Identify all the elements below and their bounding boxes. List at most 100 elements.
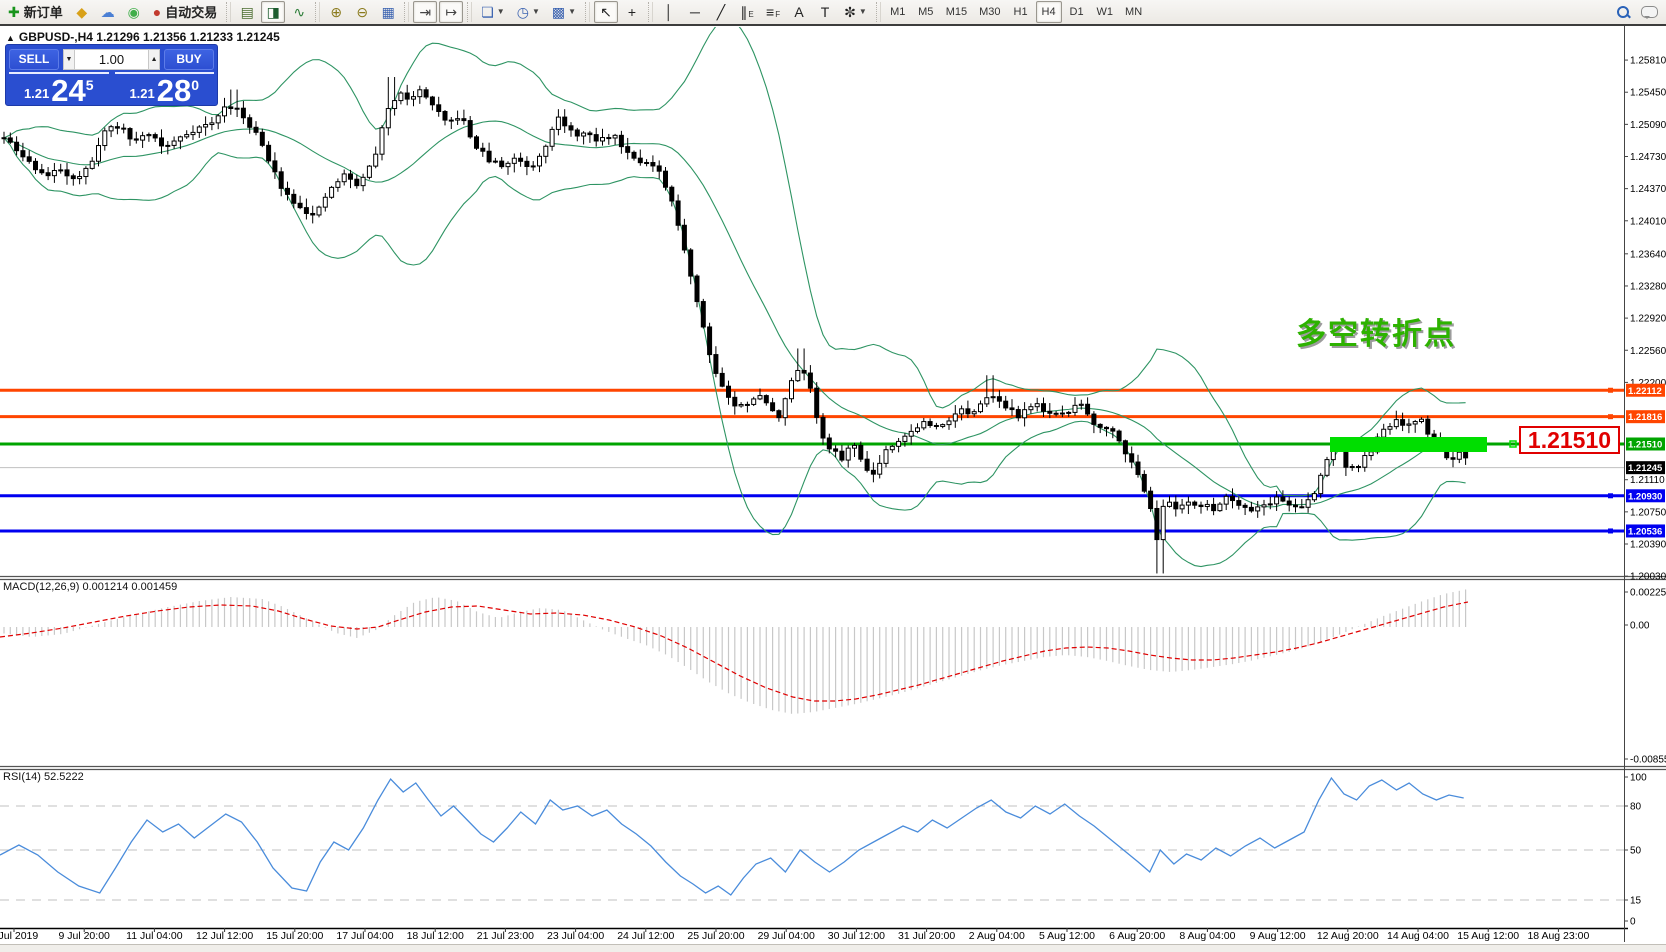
hline-handle[interactable] xyxy=(1608,528,1613,534)
timeframe-mn-button[interactable]: MN xyxy=(1125,5,1143,18)
price-tick-label: 1.22920 xyxy=(1630,314,1666,325)
candlestick-button[interactable]: ◨ xyxy=(261,1,286,23)
toolbar-separator xyxy=(875,2,881,22)
price-tick-label: 1.23640 xyxy=(1630,249,1666,260)
chevron-down-icon[interactable]: ▼ xyxy=(858,7,867,16)
hline-handle[interactable] xyxy=(1608,387,1613,393)
date-tick-label: 12 Aug 20:00 xyxy=(1317,930,1379,942)
candle-series xyxy=(1,27,1469,574)
new-chart-button[interactable]: ❏ ▼ xyxy=(476,1,509,23)
arrows-button[interactable]: ✼ ▼ xyxy=(839,1,872,23)
label-button[interactable]: T xyxy=(813,1,837,23)
community-icon-button[interactable]: ☁ xyxy=(96,1,120,23)
timeframe-m1-button[interactable]: M1 xyxy=(890,5,906,18)
timeframe-w1-button[interactable]: W1 xyxy=(1096,5,1114,18)
price-callout-label[interactable]: 1.21510 xyxy=(1519,426,1620,454)
timeframe-h1-button[interactable]: H1 xyxy=(1013,5,1028,18)
line-chart-button[interactable]: ∿ xyxy=(287,1,311,23)
autotrading-button[interactable]: ● 自动交易 xyxy=(148,1,222,23)
trendline-button[interactable]: ╱ xyxy=(709,1,733,23)
chart-ohlc-text: GBPUSD-,H4 1.21296 1.21356 1.21233 1.212… xyxy=(18,30,280,44)
highlight-rectangle[interactable] xyxy=(1330,437,1487,452)
date-tick-label: 17 Jul 04:00 xyxy=(336,930,393,942)
autotrading-icon: ● xyxy=(152,4,162,20)
hline-handle[interactable] xyxy=(1608,414,1613,420)
crosshair-icon: + xyxy=(627,4,637,20)
chevron-down-icon[interactable]: ▼ xyxy=(568,7,577,16)
crosshair-button[interactable]: + xyxy=(620,1,644,23)
axis-price-label xyxy=(1626,461,1665,475)
auto-scroll-button[interactable]: ⇥ xyxy=(413,1,438,23)
zoom-in-button[interactable]: ⊕ xyxy=(324,1,348,23)
autotrading-button-label: 自动交易 xyxy=(165,4,218,20)
volume-down-button[interactable]: ▼ xyxy=(63,49,75,70)
price-tick-label: 1.25810 xyxy=(1630,56,1666,67)
svg-text:1.22112: 1.22112 xyxy=(1628,386,1662,397)
arrows-icon: ✼ xyxy=(844,4,856,20)
status-bar xyxy=(0,944,1666,952)
timeframe-d1-button[interactable]: D1 xyxy=(1069,5,1084,18)
zoom-out-button[interactable]: ⊖ xyxy=(350,1,374,23)
timeframe-m30-button[interactable]: M30 xyxy=(979,5,1001,18)
template-button[interactable]: ▩ ▼ xyxy=(547,1,581,23)
svg-text:1.20930: 1.20930 xyxy=(1628,491,1662,502)
toolbar-separator xyxy=(648,2,654,22)
rsi-indicator xyxy=(0,776,1464,896)
cursor-button[interactable]: ↖ xyxy=(594,1,619,23)
macd-signal-line xyxy=(0,601,1469,702)
timeframe-m5-button[interactable]: M5 xyxy=(918,5,934,18)
signals-icon-button[interactable]: ◉ xyxy=(122,1,146,23)
date-tick-label: 29 Jul 04:00 xyxy=(758,930,815,942)
chevron-down-icon[interactable]: ▼ xyxy=(531,7,540,16)
auto-scroll-icon: ⇥ xyxy=(419,4,432,20)
search-icon[interactable] xyxy=(1615,4,1631,20)
bar-chart-button[interactable]: ▤ xyxy=(235,1,259,23)
volume-input[interactable] xyxy=(74,49,149,70)
hline-button[interactable]: ─ xyxy=(683,1,707,23)
market-icon-button[interactable]: ◆ xyxy=(70,1,94,23)
vline-button[interactable]: │ xyxy=(657,1,681,23)
icon-subscript: E xyxy=(748,10,754,19)
volume-up-button[interactable]: ▲ xyxy=(148,49,160,70)
cursor-icon: ↖ xyxy=(600,4,612,20)
toolbar: ✚ 新订单 ◆ ☁ ◉ ● 自动交易 ▤ ◨ ∿ ⊕ ⊖ ▦ ⇥ ↦ ❏ ▼ ◷ ▼ ▩ ▼ ↖ + │ ─ ╱ ∥ E ≡ F A T ✼ ▼ M… xyxy=(0,0,1666,26)
toolbar-separator xyxy=(226,2,232,22)
chat-icon[interactable] xyxy=(1641,5,1658,19)
tile-windows-button[interactable]: ▦ xyxy=(376,1,400,23)
sell-button[interactable]: SELL xyxy=(9,49,59,70)
date-tick-label: 25 Jul 20:00 xyxy=(687,930,744,942)
buy-button[interactable]: BUY xyxy=(164,49,214,70)
channel-button[interactable]: ∥ E xyxy=(735,1,759,23)
community-icon-icon: ☁ xyxy=(100,4,115,20)
new-order-button[interactable]: ✚ 新订单 xyxy=(3,1,68,23)
profiles-button[interactable]: ◷ ▼ xyxy=(512,1,545,23)
price-tick-label: 1.21110 xyxy=(1630,475,1665,486)
buy-price[interactable]: 1.21 28 0 xyxy=(114,72,214,106)
fibonacci-button[interactable]: ≡ F xyxy=(761,1,785,23)
collapse-icon[interactable]: ▲ xyxy=(6,33,15,43)
chart-annotation-text[interactable]: 多空转折点 xyxy=(1296,318,1456,351)
price-tick-label: 1.24370 xyxy=(1630,184,1666,195)
timeframe-h4-button[interactable]: H4 xyxy=(1035,1,1062,23)
svg-text:1.21816: 1.21816 xyxy=(1628,412,1662,423)
price-tick-label: 1.25450 xyxy=(1630,88,1666,99)
axis-price-label xyxy=(1626,383,1665,397)
hline-handle[interactable] xyxy=(1608,493,1613,499)
price-tick-label: 1.22560 xyxy=(1630,346,1666,357)
vline-icon: │ xyxy=(664,4,674,20)
chart-shift-button[interactable]: ↦ xyxy=(439,1,464,23)
timeframe-m15-button[interactable]: M15 xyxy=(945,5,968,18)
sell-price-big: 24 xyxy=(51,73,86,108)
new-order-button-label: 新订单 xyxy=(23,4,63,20)
macd-tick-label: -0.00855 xyxy=(1630,755,1666,766)
price-tick-label: 1.25090 xyxy=(1630,120,1666,131)
chevron-down-icon[interactable]: ▼ xyxy=(496,7,505,16)
template-icon: ▩ xyxy=(551,4,566,20)
date-tick-label: 2 Aug 04:00 xyxy=(969,930,1025,942)
text-button[interactable]: A xyxy=(787,1,811,23)
sell-price[interactable]: 1.21 24 5 xyxy=(9,72,109,106)
macd-tick-label: 0.00 xyxy=(1630,621,1650,632)
date-tick-label: 15 Jul 20:00 xyxy=(266,930,323,942)
